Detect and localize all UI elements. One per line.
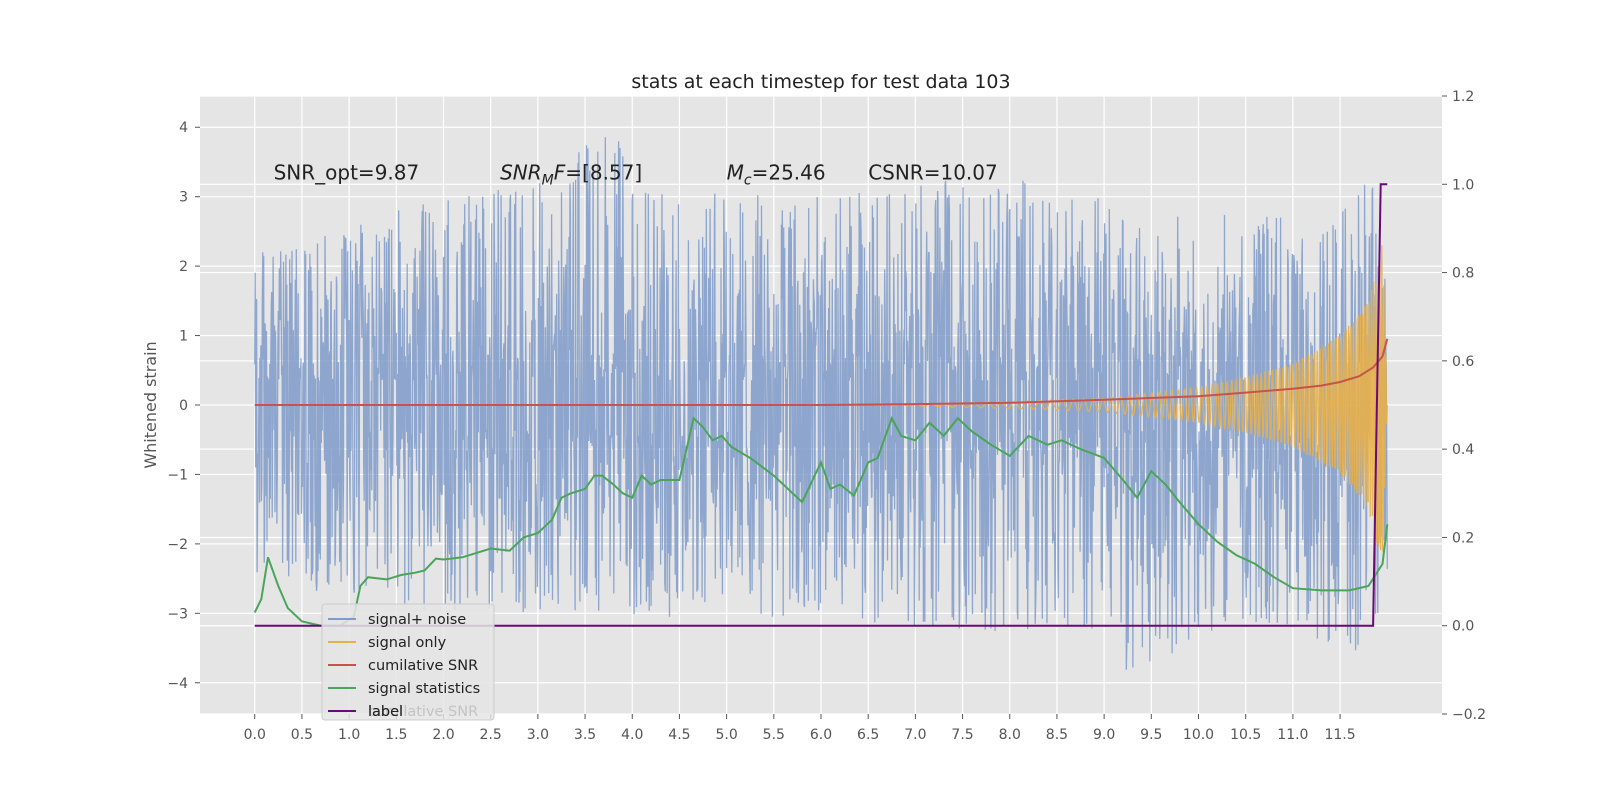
x-tick-label: 0.0 — [244, 727, 266, 743]
y2-tick-label: 1.0 — [1452, 177, 1474, 193]
annotations: SNR_opt=9.87 SNRMF=[8.57] Mc=25.46 CSNR=10.… — [274, 160, 998, 188]
y2-tick-label: 0.0 — [1452, 619, 1474, 635]
x-tick-label: 10.0 — [1183, 727, 1214, 743]
annotation: SNR_opt=9.87 — [274, 160, 420, 184]
series-signal-only — [868, 245, 1388, 552]
x-tick-label: 2.0 — [432, 727, 454, 743]
y-tick-label: −4 — [167, 676, 188, 692]
series-cumilative-snr — [254, 338, 1389, 406]
x-tick-label: 10.5 — [1230, 727, 1261, 743]
y-tick-label: 3 — [179, 190, 188, 206]
line-trace — [253, 415, 1389, 627]
x-tick-label: 4.5 — [668, 727, 690, 743]
x-tick-label: 4.0 — [621, 727, 643, 743]
legend-label: signal only — [368, 635, 447, 651]
x-tick-label: 0.5 — [291, 727, 313, 743]
y2-tick-label: 1.2 — [1452, 89, 1474, 105]
x-tick-label: 7.5 — [951, 727, 973, 743]
x-tick-label: 5.0 — [715, 727, 737, 743]
series-label — [254, 183, 1388, 627]
y-tick-label: 0 — [179, 398, 188, 414]
x-tick-label: 6.5 — [857, 727, 879, 743]
series — [253, 137, 1389, 670]
series-signal-noise — [254, 137, 1388, 670]
y2-tick-label: 0.4 — [1452, 442, 1474, 458]
y-axis-left: −4 −3 −2 −1 0 1 2 3 4 — [167, 120, 200, 692]
x-tick-label: 3.0 — [527, 727, 549, 743]
y-tick-label: 4 — [179, 120, 188, 136]
y-tick-label: 1 — [179, 329, 188, 345]
annotation: Mc=25.46 — [727, 160, 826, 188]
y-tick-label: −2 — [167, 537, 188, 553]
y-axis-label: Whitened strain — [141, 341, 160, 468]
legend: signal+ noise signal only cumilative SNR si… — [321, 603, 495, 721]
x-tick-label: 9.5 — [1140, 727, 1162, 743]
y-tick-label: −1 — [167, 467, 188, 483]
y-tick-label: 2 — [179, 259, 188, 275]
x-tick-label: 1.0 — [338, 727, 360, 743]
x-tick-label: 8.5 — [1046, 727, 1068, 743]
noise-trace — [254, 137, 1388, 670]
x-tick-label: 1.5 — [385, 727, 407, 743]
y-tick-label: −3 — [167, 606, 188, 622]
x-tick-label: 8.0 — [999, 727, 1021, 743]
x-tick-label: 6.0 — [810, 727, 832, 743]
y2-tick-label: −0.2 — [1452, 707, 1486, 723]
x-tick-label: 11.0 — [1277, 727, 1308, 743]
y2-tick-label: 0.6 — [1452, 354, 1474, 370]
legend-label: cumilative SNR — [368, 658, 478, 674]
legend-label: label — [368, 704, 403, 720]
line-trace — [254, 183, 1388, 627]
legend-label-front: label — [368, 704, 403, 720]
x-tick-label: 3.5 — [574, 727, 596, 743]
series-signal-statistics — [253, 415, 1389, 627]
x-tick-label: 7.0 — [904, 727, 926, 743]
y2-tick-label: 0.8 — [1452, 266, 1474, 282]
x-tick-label: 11.5 — [1324, 727, 1355, 743]
y-axis-right: −0.2 0.0 0.2 0.4 0.6 0.8 1.0 1.2 — [1442, 89, 1486, 723]
x-tick-label: 2.5 — [480, 727, 502, 743]
chirp-trace — [868, 245, 1388, 552]
legend-overlay-text: cumilative SNR — [368, 704, 478, 720]
legend-box — [321, 603, 495, 721]
annotation: CSNR=10.07 — [868, 160, 998, 184]
x-tick-label: 9.0 — [1093, 727, 1115, 743]
legend-label: signal+ noise — [368, 612, 466, 628]
line-trace — [254, 338, 1389, 406]
y2-tick-label: 0.2 — [1452, 530, 1474, 546]
x-tick-label: 5.5 — [763, 727, 785, 743]
x-axis: 0.0 0.5 1.0 1.5 2.0 2.5 3.0 3.5 4.0 4.5 5.0 5.5 6.0 6… — [244, 714, 1356, 743]
legend-label: signal statistics — [368, 681, 480, 697]
annotation: SNRMF=[8.57] — [500, 160, 642, 188]
chart-title: stats at each timestep for test data 103 — [631, 71, 1010, 93]
